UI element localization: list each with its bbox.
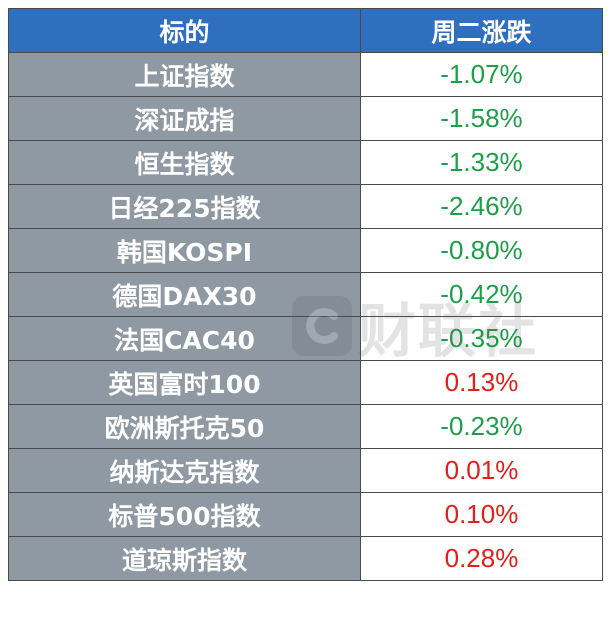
table-row: 英国富时100 0.13%: [8, 360, 603, 405]
table-row: 深证成指 -1.58%: [8, 96, 603, 141]
market-change-table: 标的 周二涨跌 上证指数 -1.07% 深证成指 -1.58% 恒生指数 -1.33%…: [8, 8, 603, 581]
table-row: 标普500指数 0.10%: [8, 492, 603, 537]
table-row: 法国CAC40 -0.35%: [8, 316, 603, 361]
table-row: 道琼斯指数 0.28%: [8, 536, 603, 581]
index-name: 深证成指: [8, 96, 361, 141]
table-row: 日经225指数 -2.46%: [8, 184, 603, 229]
table-row: 德国DAX30 -0.42%: [8, 272, 603, 317]
index-change: -1.33%: [360, 140, 603, 185]
index-name: 上证指数: [8, 52, 361, 97]
index-change: -0.42%: [360, 272, 603, 317]
index-change: 0.13%: [360, 360, 603, 405]
header-name: 标的: [8, 8, 361, 53]
index-name: 道琼斯指数: [8, 536, 361, 581]
table-row: 恒生指数 -1.33%: [8, 140, 603, 185]
index-change: -1.58%: [360, 96, 603, 141]
index-change: -2.46%: [360, 184, 603, 229]
index-name: 纳斯达克指数: [8, 448, 361, 493]
index-name: 英国富时100: [8, 360, 361, 405]
index-change: -0.80%: [360, 228, 603, 273]
index-name: 韩国KOSPI: [8, 228, 361, 273]
index-change: 0.28%: [360, 536, 603, 581]
index-name: 日经225指数: [8, 184, 361, 229]
table-row: 上证指数 -1.07%: [8, 52, 603, 97]
table-row: 欧洲斯托克50 -0.23%: [8, 404, 603, 449]
index-name: 欧洲斯托克50: [8, 404, 361, 449]
index-name: 恒生指数: [8, 140, 361, 185]
index-change: -0.35%: [360, 316, 603, 361]
index-name: 法国CAC40: [8, 316, 361, 361]
index-name: 标普500指数: [8, 492, 361, 537]
index-name: 德国DAX30: [8, 272, 361, 317]
table-row: 韩国KOSPI -0.80%: [8, 228, 603, 273]
index-change: 0.01%: [360, 448, 603, 493]
table-header-row: 标的 周二涨跌: [8, 8, 603, 53]
index-change: -1.07%: [360, 52, 603, 97]
table-row: 纳斯达克指数 0.01%: [8, 448, 603, 493]
index-change: -0.23%: [360, 404, 603, 449]
index-change: 0.10%: [360, 492, 603, 537]
header-change: 周二涨跌: [360, 8, 603, 53]
